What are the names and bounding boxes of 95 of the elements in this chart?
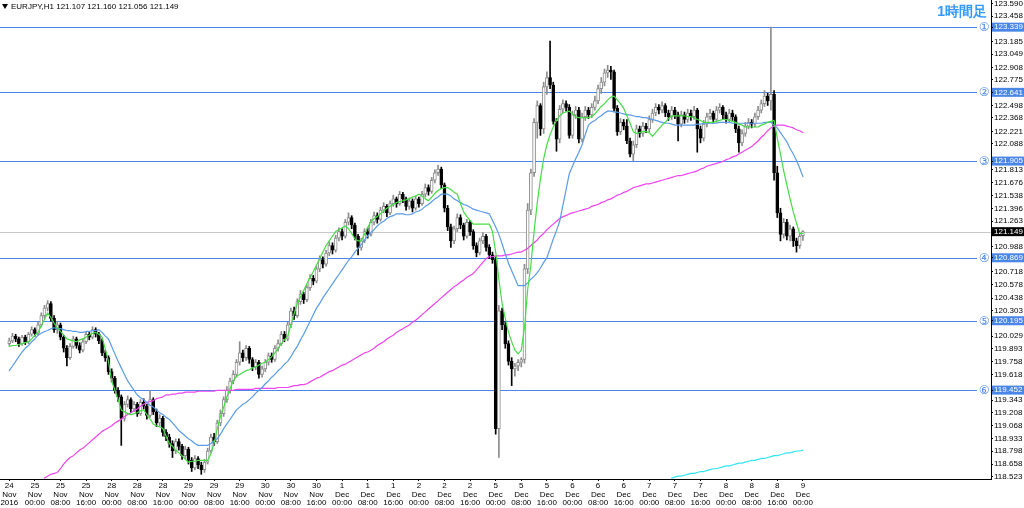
candlestick (769, 26, 773, 111)
y-tick-label: 120.029 (994, 331, 1024, 341)
x-tick-label: 7 Dec 00:00 (639, 481, 660, 508)
y-tick-label: 122.775 (994, 75, 1024, 85)
candlestick (657, 104, 661, 115)
candlestick (417, 196, 421, 208)
x-tick-label: 28 Nov 00:00 (101, 481, 123, 508)
y-tick-label: 121.263 (994, 216, 1024, 226)
x-tick-label: 1 Dec 08:00 (357, 481, 379, 508)
x-tick-label: 28 Nov 08:00 (127, 481, 148, 508)
x-tick-label: 30 Nov 00:00 (255, 481, 276, 508)
x-tick-label: 7 Dec 16:00 (690, 481, 712, 508)
candlestick (788, 224, 792, 242)
x-tick-label: 6 Dec 00:00 (562, 481, 584, 508)
candlestick (577, 107, 581, 144)
y-tick-label: 118.933 (994, 433, 1023, 443)
x-tick-label: 29 Nov 08:00 (204, 481, 225, 508)
candlestick (660, 101, 664, 114)
candlestick (132, 401, 136, 413)
y-tick-label: 123.185 (994, 36, 1024, 46)
text: 1時間足 (937, 2, 987, 19)
y-tick-label: 122.088 (994, 139, 1024, 149)
y-tick-label: 122.221 (994, 126, 1024, 136)
candlestick (465, 219, 469, 239)
ref-line-label: ⑥ (978, 382, 990, 397)
ref-line-label: ② (978, 85, 990, 100)
y-tick-label: 122.368 (994, 113, 1024, 123)
x-tick-label: 25 Nov 00:00 (24, 481, 46, 508)
y-tick-label: 120.718 (994, 267, 1024, 277)
y-tick-label: 123.458 (994, 11, 1024, 21)
y-tick-label: 120.195 (994, 315, 1024, 325)
x-tick-label: 30 Nov 08:00 (280, 481, 302, 508)
x-tick-label: 6 Dec 16:00 (613, 481, 635, 508)
y-tick-label: 120.578 (994, 280, 1024, 290)
x-tick-label: 8 Dec 00:00 (716, 481, 737, 508)
y-tick-label: 118.523 (994, 472, 1023, 482)
x-tick-label: 25 Nov 16:00 (76, 481, 97, 508)
x-tick-label: 28 Nov 16:00 (152, 481, 174, 508)
x-tick-label: 1 Dec 00:00 (332, 481, 353, 508)
y-tick-label: 122.641 (994, 87, 1024, 97)
candlestick (129, 397, 133, 414)
y-tick-label: 122.908 (994, 62, 1024, 72)
y-tick-label: 123.339 (994, 22, 1024, 32)
x-tick-label: 5 Dec 00:00 (485, 481, 507, 508)
x-tick-label: 7 Dec 08:00 (664, 481, 686, 508)
x-tick-label: 5 Dec 16:00 (536, 481, 558, 508)
ref-line-label: ③ (978, 153, 990, 168)
y-tick-label: 119.343 (994, 395, 1023, 405)
candlestick (321, 256, 325, 269)
x-tick-label: 2 Dec 00:00 (408, 481, 430, 508)
y-tick-label: 122.498 (994, 100, 1024, 110)
ref-line-label: ① (978, 19, 990, 34)
x-tick-label: 5 Dec 08:00 (511, 481, 532, 508)
y-tick-label: 120.988 (994, 241, 1024, 251)
x-tick-label: 6 Dec 08:00 (588, 481, 609, 508)
x-tick-label: 29 Nov 16:00 (229, 481, 251, 508)
x-tick-label: 8 Dec 08:00 (741, 481, 763, 508)
candlestick (244, 345, 248, 361)
x-tick-label: 25 Nov 08:00 (50, 481, 72, 508)
y-tick-label: 120.303 (994, 305, 1024, 315)
y-tick-label: 118.798 (994, 446, 1023, 456)
candlestick (513, 362, 517, 377)
y-tick-label: 121.149 (994, 226, 1024, 236)
x-tick-label: 9 Dec 00:00 (792, 481, 814, 508)
y-tick-label: 118.658 (994, 459, 1023, 469)
candlestick (785, 219, 789, 241)
ref-line-label: ④ (978, 250, 990, 265)
y-tick-label: 120.869 (994, 253, 1024, 262)
y-tick-label: 123.049 (994, 49, 1024, 59)
x-tick-label: 2 Dec 08:00 (434, 481, 456, 508)
x-tick-label: 24 Nov 2016 (0, 481, 19, 508)
candlestick (644, 122, 648, 133)
y-tick-label: 123.590 (994, 0, 1024, 8)
x-tick-label: 2 Dec 16:00 (460, 481, 481, 508)
candlestick (17, 336, 21, 347)
x-tick-label: 8 Dec 16:00 (767, 481, 788, 508)
x-tick-label: 29 Nov 00:00 (178, 481, 200, 508)
ref-line-label: ⑤ (978, 313, 990, 328)
y-tick-label: 119.758 (994, 356, 1023, 366)
y-tick-label: 119.208 (994, 408, 1023, 418)
y-tick-label: 119.618 (994, 369, 1023, 379)
y-tick-label: 121.538 (994, 190, 1024, 200)
y-tick-label: 121.813 (994, 164, 1024, 174)
y-tick-label: 120.438 (994, 293, 1024, 303)
x-tick-label: 1 Dec 16:00 (383, 481, 404, 508)
y-tick-label: 119.068 (994, 421, 1023, 431)
y-tick-label: 121.905 (994, 156, 1024, 166)
x-tick-label: 30 Nov 16:00 (306, 481, 328, 508)
y-tick-label: 119.893 (994, 344, 1023, 354)
chart-title: EURJPY,H1 121.107 121.160 121.056 121.149 (11, 1, 180, 11)
y-tick-label: 119.452 (994, 385, 1023, 395)
y-tick-label: 121.676 (994, 177, 1024, 187)
y-tick-label: 121.396 (994, 203, 1024, 213)
candlestick (20, 334, 24, 346)
candlestick (241, 349, 245, 362)
